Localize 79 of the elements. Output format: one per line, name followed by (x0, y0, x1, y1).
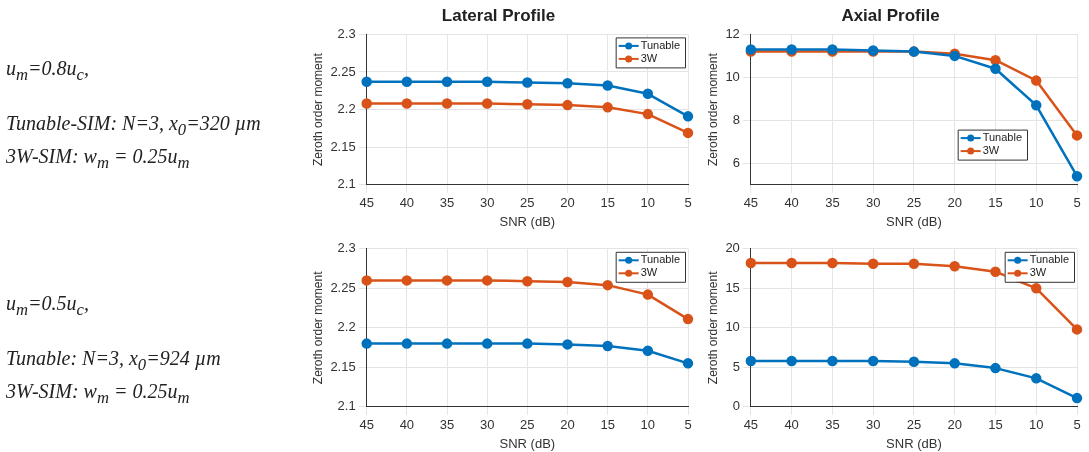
text: u$_{m}$=0.5u$_{c}$, (6, 291, 90, 321)
x-tick-label: 15 (600, 417, 615, 433)
x-tick-label: 10 (640, 417, 656, 433)
x-tick-label: 25 (906, 417, 922, 433)
x-tick-label: 20 (947, 417, 962, 433)
x-tick-label: 30 (479, 417, 495, 433)
x-tick-label: 45 (743, 195, 759, 211)
y-axis-title: Zeroth order moment (310, 270, 325, 385)
y-tick-label: 5 (732, 358, 740, 374)
x-tick-label: 45 (359, 195, 374, 211)
x-tick-label: 35 (439, 417, 455, 433)
x-tick-label: 40 (784, 195, 799, 211)
legend-label: Tunable (1029, 253, 1069, 266)
y-tick-label: 2.25 (330, 63, 356, 79)
text: Tunable-SIM: N=3, x$_{0}$=320 µm (6, 111, 262, 141)
y-tick-label: 2.15 (330, 358, 356, 374)
x-tick-label: 10 (1029, 195, 1044, 211)
x-tick-label: 35 (825, 417, 840, 433)
x-tick-label: 20 (560, 417, 575, 433)
x-tick-label: 30 (479, 195, 495, 211)
y-tick-label: 15 (725, 279, 740, 295)
text: u$_{m}$=0.8u$_{c}$, (6, 56, 90, 86)
x-tick-label: 45 (359, 417, 374, 433)
y-tick-label: 10 (725, 319, 740, 335)
y-tick-label: 2.15 (330, 138, 356, 154)
x-axis-title: SNR (dB) (499, 435, 556, 451)
legend-label: 3W (640, 266, 658, 279)
legend-label: Tunable (640, 38, 680, 51)
x-tick-label: 5 (1073, 195, 1081, 211)
text: Tunable: N=3, x$_{0}$=924 µm (6, 346, 222, 376)
chart-title: Axial Profile (841, 5, 940, 25)
y-tick-label: 2.2 (337, 101, 356, 117)
x-tick-label: 20 (947, 195, 962, 211)
text: 3W-SIM: w$_{m}$ = 0.25u$_{m}$ (6, 379, 191, 409)
legend-label: Tunable (982, 131, 1022, 144)
y-tick-label: 8 (732, 111, 740, 127)
y-tick-label: 2.2 (337, 319, 356, 335)
x-tick-label: 20 (560, 195, 575, 211)
x-tick-label: 15 (988, 195, 1003, 211)
x-tick-label: 35 (439, 195, 455, 211)
x-tick-label: 15 (988, 417, 1003, 433)
x-tick-label: 25 (520, 417, 535, 433)
x-tick-label: 35 (825, 195, 840, 211)
y-tick-label: 6 (732, 154, 740, 170)
legend-label: 3W (640, 51, 658, 64)
x-tick-label: 10 (640, 195, 656, 211)
y-axis-title: Zeroth order moment (705, 270, 720, 385)
x-tick-label: 30 (865, 195, 881, 211)
y-tick-label: 20 (725, 240, 740, 256)
y-tick-label: 2.1 (337, 398, 356, 414)
x-tick-label: 15 (600, 195, 615, 211)
x-tick-label: 5 (1073, 417, 1081, 433)
chart-title: Lateral Profile (441, 5, 556, 25)
x-tick-label: 40 (784, 417, 799, 433)
text: 3W-SIM: w$_{m}$ = 0.25u$_{m}$ (6, 144, 191, 174)
legend-label: 3W (982, 144, 1000, 157)
y-axis-title: Zeroth order moment (705, 52, 720, 166)
x-tick-label: 5 (684, 417, 692, 433)
x-tick-label: 40 (399, 417, 415, 433)
legend-label: 3W (1029, 266, 1047, 279)
y-tick-label: 2.25 (330, 279, 356, 295)
y-tick-label: 2.3 (337, 240, 356, 256)
y-tick-label: 10 (725, 68, 740, 84)
x-tick-label: 40 (399, 195, 415, 211)
y-tick-label: 12 (725, 25, 740, 41)
x-tick-label: 45 (743, 417, 759, 433)
legend-label: Tunable (640, 253, 680, 266)
x-axis-title: SNR (dB) (886, 213, 942, 229)
y-tick-label: 2.3 (337, 25, 356, 41)
y-tick-label: 0 (732, 398, 740, 414)
x-axis-title: SNR (dB) (499, 213, 556, 229)
x-tick-label: 30 (865, 417, 881, 433)
x-tick-label: 25 (906, 195, 922, 211)
x-tick-label: 10 (1029, 417, 1044, 433)
y-axis-title: Zeroth order moment (310, 52, 325, 166)
x-axis-title: SNR (dB) (886, 435, 942, 451)
y-tick-label: 2.1 (337, 176, 356, 192)
x-tick-label: 5 (684, 195, 692, 211)
x-tick-label: 25 (520, 195, 535, 211)
